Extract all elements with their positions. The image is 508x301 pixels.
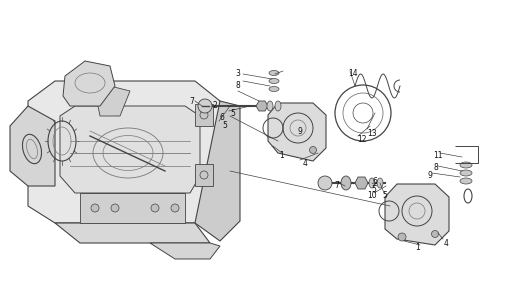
Polygon shape — [150, 243, 220, 259]
Ellipse shape — [460, 162, 472, 168]
Circle shape — [91, 204, 99, 212]
Text: 8: 8 — [236, 82, 240, 91]
Ellipse shape — [269, 70, 279, 76]
Text: 10: 10 — [367, 191, 377, 200]
Ellipse shape — [341, 176, 351, 190]
Text: 5: 5 — [231, 108, 235, 117]
Ellipse shape — [269, 79, 279, 83]
Circle shape — [198, 99, 212, 113]
Circle shape — [398, 233, 406, 241]
Text: 1: 1 — [416, 244, 421, 253]
Bar — [195, 164, 213, 186]
Ellipse shape — [269, 86, 279, 92]
Polygon shape — [355, 177, 368, 189]
Circle shape — [431, 231, 438, 237]
Text: 3: 3 — [236, 69, 240, 77]
Ellipse shape — [377, 178, 383, 188]
Ellipse shape — [369, 178, 375, 188]
Text: 8: 8 — [434, 163, 438, 172]
Polygon shape — [385, 184, 449, 245]
Polygon shape — [80, 193, 185, 223]
Circle shape — [318, 176, 332, 190]
Text: 2: 2 — [213, 101, 217, 110]
Polygon shape — [10, 106, 55, 186]
Ellipse shape — [267, 101, 273, 111]
Polygon shape — [55, 223, 210, 243]
Bar — [195, 104, 213, 126]
Text: 5: 5 — [371, 185, 376, 194]
Text: 5: 5 — [223, 122, 228, 131]
Text: 7: 7 — [335, 182, 339, 191]
Text: 14: 14 — [348, 69, 358, 77]
Text: 11: 11 — [433, 151, 443, 160]
Polygon shape — [95, 86, 130, 116]
Text: 4: 4 — [443, 238, 449, 247]
Circle shape — [309, 147, 316, 154]
Ellipse shape — [275, 101, 281, 111]
Polygon shape — [60, 106, 200, 193]
Text: 1: 1 — [279, 151, 284, 160]
Polygon shape — [268, 103, 326, 161]
Polygon shape — [256, 101, 268, 111]
Text: 4: 4 — [303, 159, 307, 167]
Text: 5: 5 — [383, 191, 388, 200]
Text: 6: 6 — [219, 113, 225, 123]
Text: 13: 13 — [367, 129, 377, 138]
Text: 9: 9 — [298, 126, 302, 135]
Ellipse shape — [460, 170, 472, 176]
Circle shape — [111, 204, 119, 212]
Polygon shape — [63, 61, 115, 106]
Circle shape — [151, 204, 159, 212]
Text: 6: 6 — [372, 176, 377, 185]
Text: 12: 12 — [357, 135, 367, 144]
Text: 9: 9 — [428, 172, 432, 181]
Ellipse shape — [460, 178, 472, 184]
Polygon shape — [28, 81, 220, 223]
Polygon shape — [195, 101, 240, 241]
Text: 7: 7 — [189, 97, 195, 105]
Circle shape — [171, 204, 179, 212]
